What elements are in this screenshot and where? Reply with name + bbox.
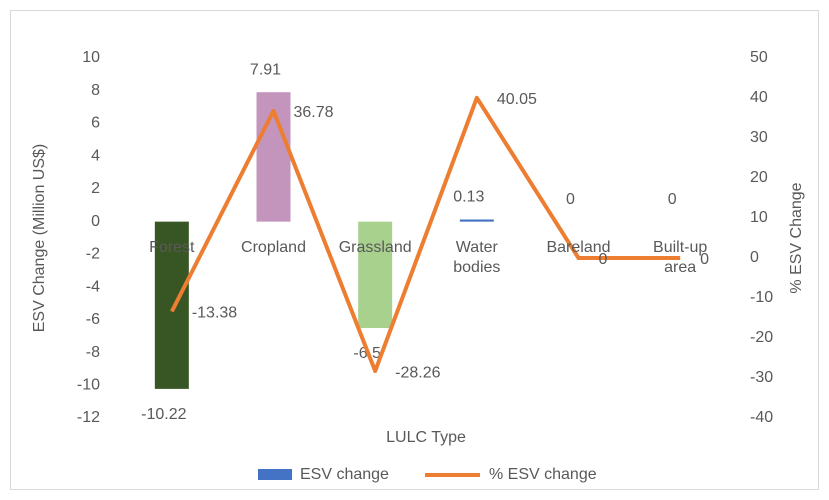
y-tick-label: -2 (86, 246, 100, 263)
x-tick-label: Grassland (338, 238, 412, 256)
legend-label: % ESV change (489, 466, 597, 483)
y2-tick-label: 0 (750, 249, 759, 266)
line (170, 95, 681, 374)
y-tick-label: 0 (91, 213, 100, 230)
y-tick-label: -12 (77, 409, 100, 426)
line-data-label: 36.78 (294, 104, 334, 121)
bar (358, 221, 393, 328)
bar-data-label: 0 (668, 191, 677, 208)
x-tick-label: Water bodies (453, 238, 501, 276)
bar (459, 219, 494, 222)
x-tick-label: Forest (149, 238, 195, 256)
line-data-label: -13.38 (192, 305, 237, 322)
y2-tick-label: 10 (750, 209, 768, 226)
x-axis-title: LULC Type (386, 429, 466, 446)
bar-data-label: 7.91 (250, 61, 281, 78)
line-data-label: 0 (599, 251, 608, 268)
legend-label: ESV change (300, 466, 389, 483)
y-tick-label: 10 (82, 49, 100, 66)
line-data-label: 0 (700, 251, 709, 268)
y2-tick-label: 50 (750, 49, 768, 66)
y-axis-title: ESV Change (Million US$) (31, 144, 48, 333)
x-tick-label: Built-up area (653, 238, 708, 276)
y2-tick-label: -10 (750, 289, 773, 306)
chart-border (10, 10, 819, 490)
y-tick-label: 8 (91, 82, 100, 99)
line-data-label: 40.05 (497, 91, 537, 108)
y2-tick-label: 30 (750, 129, 768, 146)
bar-data-label: 0 (566, 191, 575, 208)
y2-tick-label: -40 (750, 409, 773, 426)
y2-axis-title: % ESV Change (788, 182, 805, 293)
y2-tick-label: 40 (750, 89, 768, 106)
y-tick-label: 2 (91, 180, 100, 197)
y-tick-label: -6 (86, 311, 100, 328)
bar (154, 221, 189, 389)
y2-tick-label: 20 (750, 169, 768, 186)
y2-tick-label: -20 (750, 329, 773, 346)
y-tick-label: -10 (77, 376, 100, 393)
y-tick-label: -8 (86, 344, 100, 361)
legend-swatch (258, 469, 292, 480)
x-tick-label: Cropland (241, 238, 306, 256)
y-tick-label: 6 (91, 115, 100, 132)
bar-data-label: -10.22 (141, 406, 186, 423)
y2-tick-label: -30 (750, 369, 773, 386)
bar-data-label: 0.13 (453, 189, 484, 206)
line-data-label: -28.26 (395, 364, 440, 381)
y-tick-label: 4 (91, 147, 100, 164)
x-tick-label: Bareland (546, 238, 611, 256)
y-tick-label: -4 (86, 278, 100, 295)
